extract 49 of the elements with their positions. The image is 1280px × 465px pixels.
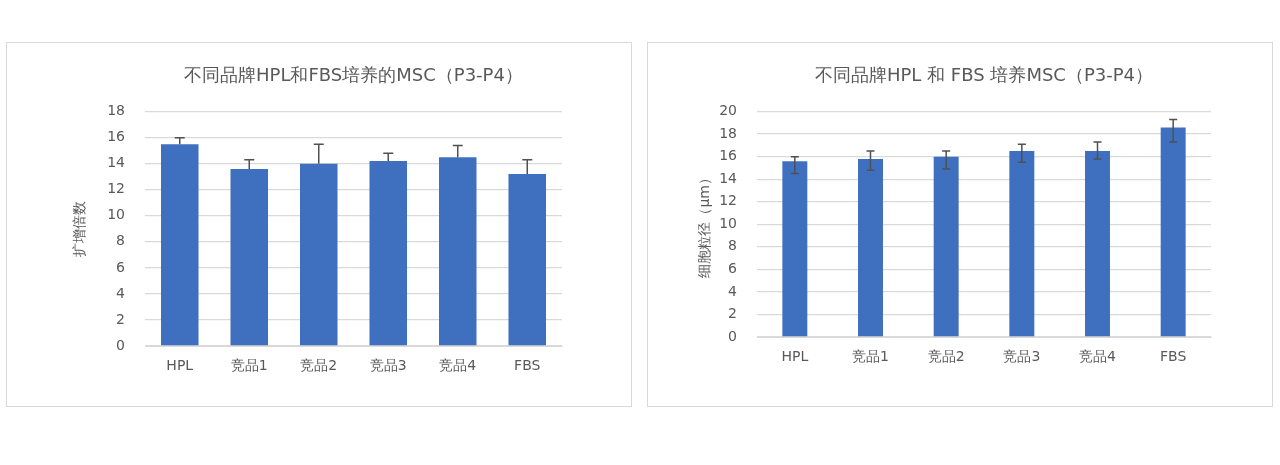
y-tick-label: 14 [107, 154, 126, 171]
chart-title: 不同品牌HPL和FBS培养的MSC（P3-P4） [184, 64, 523, 86]
x-tick-label: 竞品1 [230, 357, 268, 374]
chart-title: 不同品牌HPL 和 FBS 培养MSC（P3-P4） [814, 64, 1154, 86]
bar [933, 156, 959, 337]
x-tick-label: 竞品2 [300, 357, 338, 374]
y-axis-title: 细胞粒径（μm） [696, 171, 713, 278]
y-tick-label: 8 [728, 237, 737, 254]
y-tick-label: 20 [719, 102, 737, 119]
y-tick-label: 0 [116, 336, 125, 353]
bar [299, 163, 338, 346]
x-tick-label: 竞品4 [439, 357, 477, 374]
y-axis-title: 扩增倍数 [71, 200, 88, 257]
y-tick-label: 16 [719, 147, 738, 164]
y-tick-label: 6 [116, 258, 126, 275]
x-tick-label: FBS [1160, 348, 1187, 365]
x-tick-label: HPL [781, 348, 809, 365]
y-tick-label: 16 [107, 128, 126, 145]
y-tick-label: 2 [116, 310, 125, 327]
y-tick-label: 12 [719, 192, 737, 209]
bar [858, 158, 883, 337]
x-tick-label: 竞品2 [927, 348, 965, 365]
y-tick-label: 0 [728, 327, 737, 344]
bar [1009, 151, 1035, 337]
y-tick-label: 8 [116, 232, 125, 249]
x-tick-label: HPL [166, 357, 194, 374]
bar [508, 174, 547, 346]
bar [1160, 127, 1186, 337]
bar [369, 161, 408, 346]
y-tick-label: 2 [728, 305, 737, 322]
bar [782, 161, 808, 337]
x-tick-label: 竞品1 [852, 348, 889, 365]
x-tick-label: 竞品3 [369, 357, 407, 374]
y-tick-label: 4 [116, 284, 126, 301]
y-tick-label: 12 [107, 180, 125, 197]
bar [230, 168, 269, 346]
x-tick-label: 竞品4 [1079, 348, 1117, 365]
y-tick-label: 18 [107, 102, 125, 119]
y-tick-label: 6 [728, 260, 738, 277]
y-tick-label: 14 [719, 169, 738, 186]
y-tick-label: 4 [728, 282, 738, 299]
bar [160, 144, 199, 346]
y-tick-label: 10 [107, 206, 125, 223]
y-tick-label: 10 [719, 214, 737, 231]
bar [438, 157, 477, 346]
y-tick-label: 18 [719, 124, 737, 141]
x-tick-label: 竞品3 [1003, 348, 1041, 365]
bar [1085, 151, 1110, 337]
x-tick-label: FBS [514, 357, 541, 374]
